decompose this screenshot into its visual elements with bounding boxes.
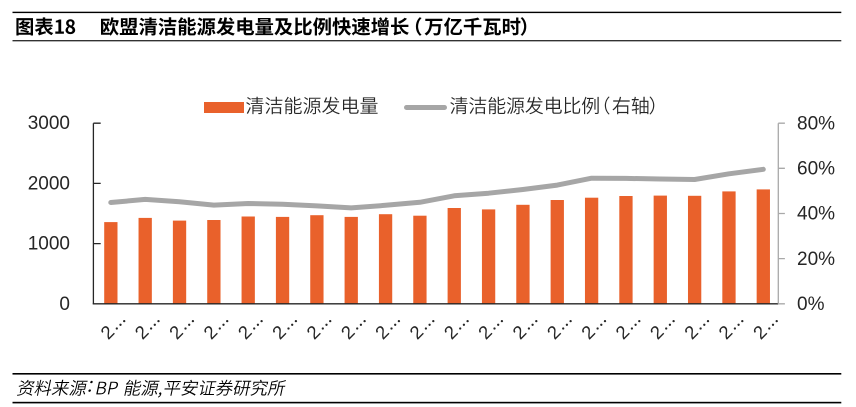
svg-text:3000: 3000: [28, 113, 70, 134]
svg-text:0: 0: [59, 294, 70, 315]
svg-text:80%: 80%: [797, 113, 835, 134]
svg-text:2000: 2000: [28, 173, 70, 194]
svg-text:40%: 40%: [797, 204, 835, 225]
svg-text:1000: 1000: [28, 234, 70, 255]
svg-text:20%: 20%: [797, 249, 835, 270]
svg-text:60%: 60%: [797, 159, 835, 180]
svg-text:0%: 0%: [797, 294, 825, 315]
